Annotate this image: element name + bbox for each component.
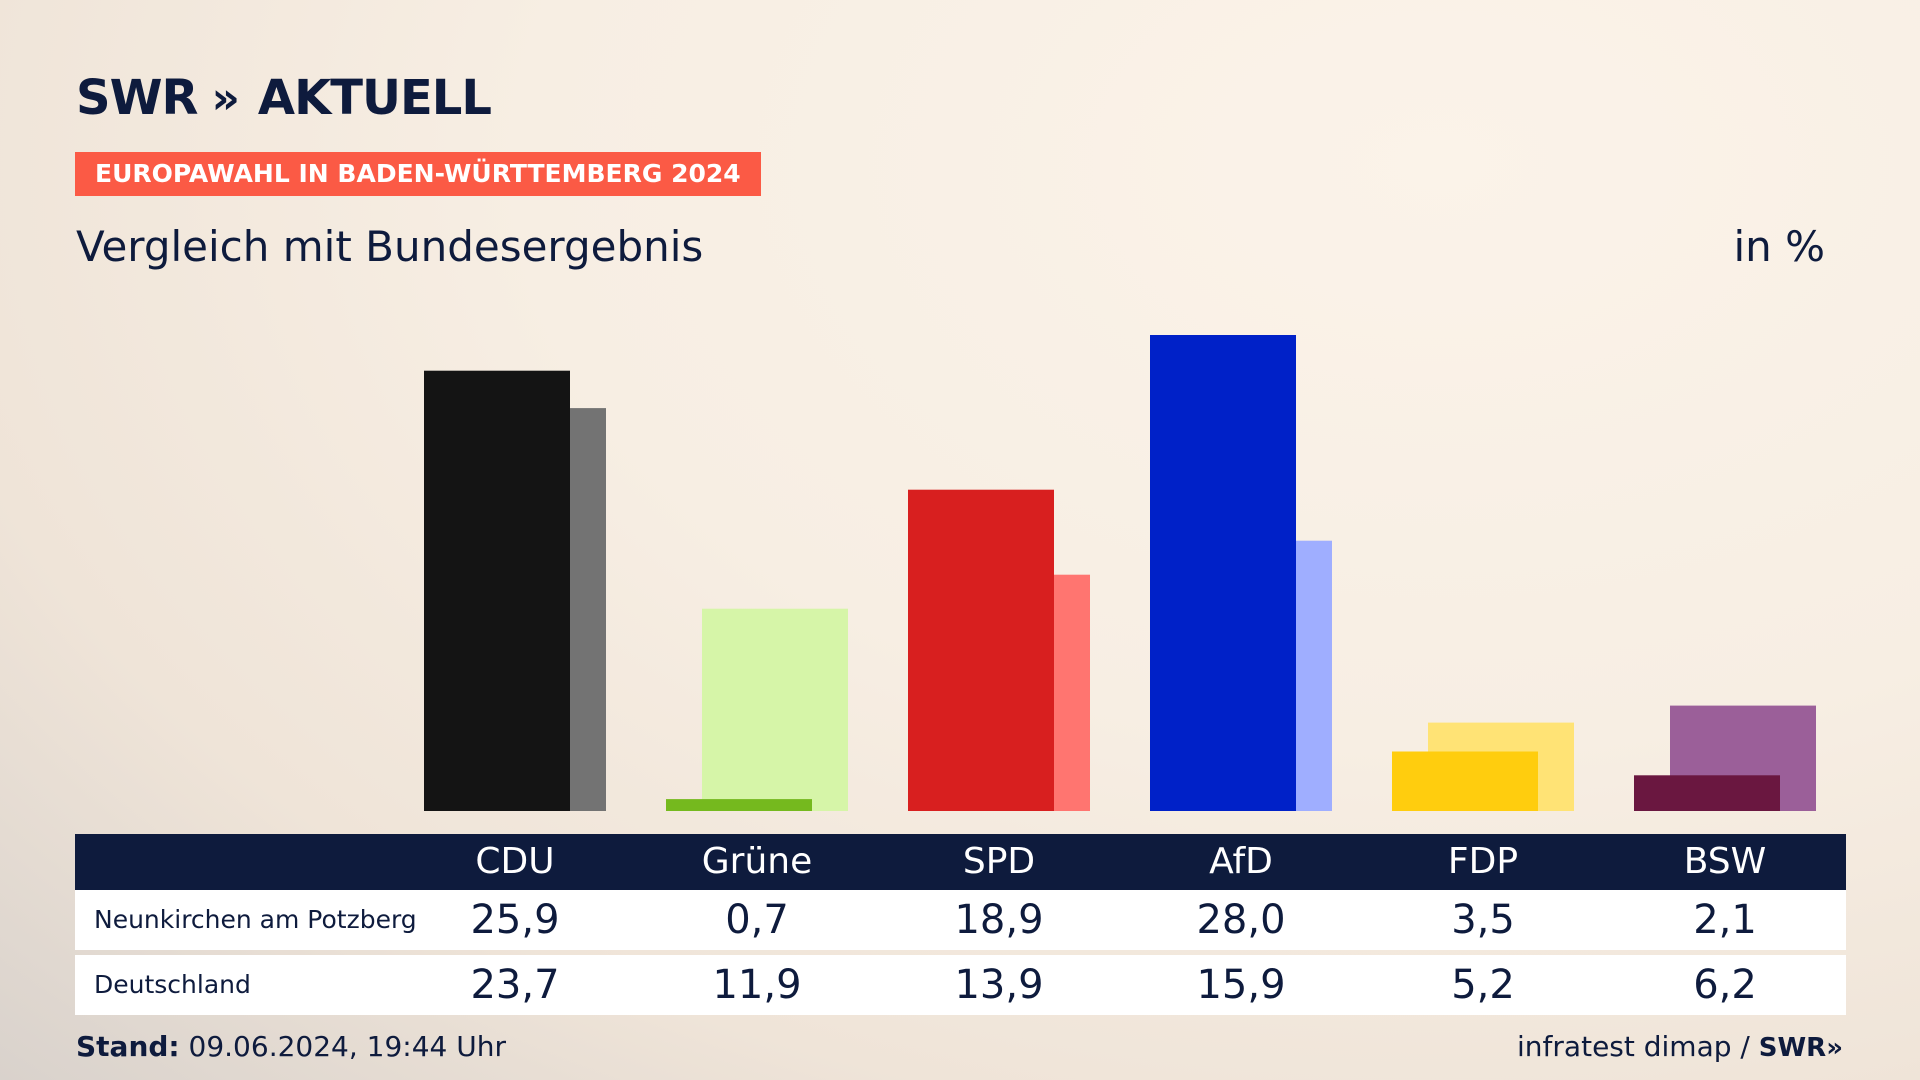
cell-value: 28,0 (1196, 897, 1286, 943)
cell-value: 5,2 (1451, 962, 1515, 1008)
table-header: CDU Grüne SPD AfD FDP BSW (75, 834, 1846, 890)
bar-deutschland-grüne (702, 608, 848, 811)
swr-mini-logo: SWR» (1758, 1033, 1843, 1063)
column-header: CDU (475, 841, 555, 882)
bar-chart (424, 335, 1816, 811)
column-header: Grüne (701, 841, 813, 882)
bar-neunkirchen-grüne (666, 799, 812, 811)
bar-neunkirchen-fdp (1392, 751, 1538, 811)
column-header: SPD (962, 841, 1036, 882)
table-row: Neunkirchen am Potzberg 25,9 0,7 18,9 28,0 3,… (75, 890, 1846, 950)
cell-value: 13,9 (954, 962, 1044, 1008)
election-tag: EUROPAWAHL IN BADEN-WÜRTTEMBERG 2024 (75, 152, 761, 196)
bar-neunkirchen-afd (1150, 335, 1296, 811)
column-header: BSW (1683, 841, 1767, 882)
cell-value: 3,5 (1451, 897, 1515, 943)
cell-value: 6,2 (1693, 962, 1757, 1008)
timestamp: Stand: 09.06.2024, 19:44 Uhr (76, 1030, 506, 1063)
source-credit: infratest dimap / SWR» (1517, 1030, 1843, 1063)
cell-value: 11,9 (712, 962, 802, 1008)
logo-suffix: AKTUELL (257, 70, 492, 126)
bar-neunkirchen-bsw (1634, 775, 1780, 811)
row-label: Neunkirchen am Potzberg (94, 905, 417, 934)
chart-subtitle: Vergleich mit Bundesergebnis (76, 222, 704, 271)
table-row: Deutschland 23,7 11,9 13,9 15,9 5,2 6,2 (75, 955, 1846, 1015)
results-table: CDU Grüne SPD AfD FDP BSW Neunkirchen am Potz… (75, 834, 1846, 1015)
chevrons-icon: » (211, 72, 240, 124)
column-header: FDP (1447, 841, 1519, 882)
bar-neunkirchen-spd (908, 489, 1054, 811)
cell-value: 0,7 (725, 897, 789, 943)
cell-value: 18,9 (954, 897, 1044, 943)
cell-value: 23,7 (470, 962, 560, 1008)
cell-value: 2,1 (1693, 897, 1757, 943)
row-label: Deutschland (94, 970, 251, 999)
stand-label: Stand: (76, 1030, 180, 1063)
unit-label: in % (1733, 222, 1825, 271)
column-header: AfD (1209, 841, 1273, 882)
cell-value: 25,9 (470, 897, 560, 943)
stand-value: 09.06.2024, 19:44 Uhr (188, 1030, 506, 1063)
logo-text: SWR (76, 70, 198, 126)
cell-value: 15,9 (1196, 962, 1286, 1008)
source-text: infratest dimap / (1517, 1030, 1750, 1063)
swr-aktuell-logo: SWR » AKTUELL (76, 70, 492, 126)
bar-neunkirchen-cdu (424, 370, 570, 811)
